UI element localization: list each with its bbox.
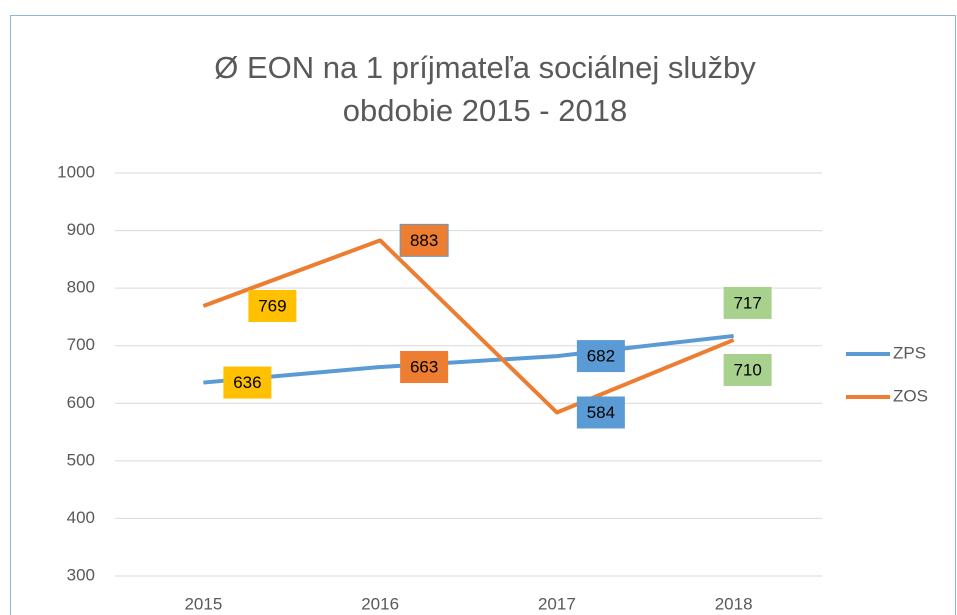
y-tick-label: 300 — [67, 565, 95, 584]
data-label-box — [248, 289, 297, 322]
data-label-box — [723, 353, 772, 386]
data-label-box — [400, 351, 449, 384]
y-tick-label: 400 — [67, 508, 95, 527]
data-label: 584 — [587, 403, 615, 422]
series-line — [202, 238, 735, 415]
data-label: 710 — [733, 360, 761, 379]
chart-title: Ø EON na 1 príjmateľa sociálnej služby — [214, 50, 756, 85]
series-line — [203, 333, 734, 385]
y-tick-label: 500 — [67, 450, 95, 469]
x-tick-label: 2016 — [361, 594, 399, 613]
y-tick-label: 700 — [67, 335, 95, 354]
data-label: 663 — [410, 358, 438, 377]
chart-frame — [10, 15, 956, 615]
data-label: 636 — [233, 373, 261, 392]
data-label-box — [223, 366, 272, 399]
data-label-box — [723, 286, 772, 319]
x-tick-label: 2018 — [715, 594, 753, 613]
legend-label: ZOS — [893, 386, 928, 405]
chart-subtitle: obdobie 2015 - 2018 — [343, 93, 627, 128]
data-label: 682 — [587, 347, 615, 366]
legend-label: ZPS — [893, 343, 926, 362]
data-label: 769 — [258, 296, 286, 315]
y-tick-label: 900 — [67, 220, 95, 239]
y-tick-label: 1000 — [57, 162, 95, 181]
data-label-box — [399, 223, 449, 257]
data-label: 883 — [410, 231, 438, 250]
y-tick-label: 600 — [67, 393, 95, 412]
x-tick-label: 2015 — [184, 594, 222, 613]
data-label: 717 — [733, 293, 761, 312]
data-label-box — [576, 340, 625, 373]
data-label-box — [576, 396, 625, 429]
x-tick-label: 2017 — [538, 594, 576, 613]
y-tick-label: 800 — [67, 278, 95, 297]
